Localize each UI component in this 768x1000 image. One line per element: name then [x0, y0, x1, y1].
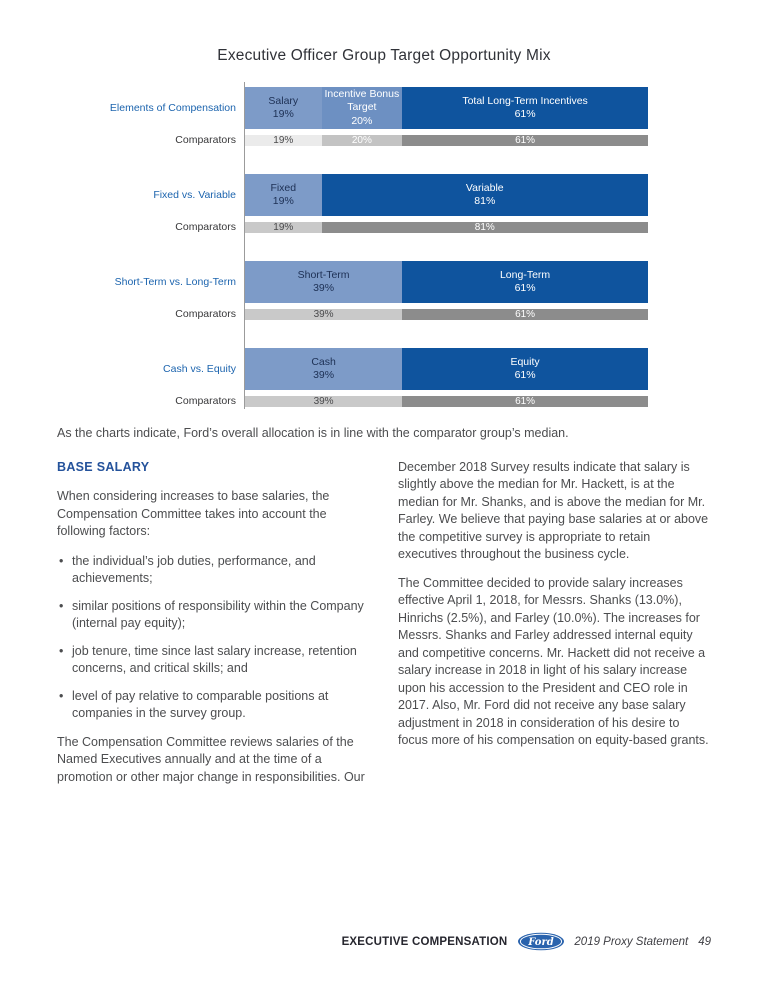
- page-footer: EXECUTIVE COMPENSATION Ford 2019 Proxy S…: [342, 932, 711, 951]
- list-item: the individual’s job duties, performance…: [57, 553, 370, 588]
- group-label: Cash vs. Equity: [163, 363, 236, 376]
- comparator-segment: 39%: [245, 308, 403, 320]
- bar-segment: Fixed 19%: [245, 174, 322, 217]
- chart-group-cash-vs-equity: Cash vs. Equity Cash 39% Equity 61% Comparato…: [57, 348, 657, 407]
- group-label: Short-Term vs. Long-Term: [114, 276, 236, 289]
- comparator-segment: 61%: [402, 395, 648, 407]
- group-label: Fixed vs. Variable: [153, 189, 236, 202]
- comparator-bar: 19% 81%: [245, 221, 648, 233]
- segment-percent: 61%: [514, 108, 536, 120]
- bar-row: Elements of Compensation Salary 19% Incenti…: [57, 87, 657, 129]
- segment-percent: 81%: [474, 195, 496, 208]
- right-column: December 2018 Survey results indicate th…: [398, 459, 711, 798]
- list-item: job tenure, time since last salary incre…: [57, 643, 370, 678]
- chart-group-short-term-vs-long-term: Short-Term vs. Long-Term Short-Term 39% Lon…: [57, 261, 657, 320]
- stacked-bar: Fixed 19% Variable 81%: [245, 174, 648, 217]
- comparator-row: Comparators 19% 20% 61%: [57, 134, 657, 146]
- segment-percent: 61%: [514, 282, 536, 295]
- base-salary-paragraph-1: When considering increases to base salar…: [57, 489, 330, 539]
- footer-statement-label: 2019 Proxy Statement: [574, 935, 689, 948]
- comparator-segment: 61%: [402, 134, 648, 146]
- segment-label: Total Long-Term Incentives: [462, 94, 588, 107]
- base-salary-paragraph-2: The Compensation Committee reviews salar…: [57, 734, 365, 784]
- stacked-bar: Salary 19% Incentive Bonus Target 20% Total …: [245, 87, 648, 129]
- segment-percent: 61%: [514, 369, 536, 382]
- chart-groups: Elements of Compensation Salary 19% Incenti…: [57, 81, 657, 410]
- comparator-segment: 61%: [402, 308, 648, 320]
- segment-label: Equity: [510, 356, 540, 369]
- segment-label: Fixed: [270, 182, 297, 195]
- comparators-label: Comparators: [175, 221, 236, 234]
- chart-group-fixed-vs-variable: Fixed vs. Variable Fixed 19% Variable 81% Com…: [57, 174, 657, 233]
- comparator-segment: 81%: [321, 221, 648, 233]
- bar-row: Cash vs. Equity Cash 39% Equity 61%: [57, 348, 657, 391]
- bar-segment: Short-Term 39%: [245, 261, 403, 304]
- comparator-segment: 19%: [245, 221, 322, 233]
- chart-summary-paragraph: As the charts indicate, Ford’s overall a…: [57, 426, 569, 441]
- svg-text:Ford: Ford: [528, 937, 554, 948]
- segment-percent: 19%: [272, 108, 294, 120]
- segment-label: Short-Term: [297, 269, 350, 282]
- stacked-bar: Short-Term 39% Long-Term 61%: [245, 261, 648, 304]
- page-title: Executive Officer Group Target Opportuni…: [217, 47, 551, 64]
- segment-percent: 39%: [313, 369, 335, 382]
- base-salary-heading: BASE SALARY: [57, 459, 150, 474]
- salary-increases-paragraph: The Committee decided to provide salary …: [398, 575, 709, 748]
- ford-logo-icon: Ford: [518, 932, 565, 951]
- bar-row: Short-Term vs. Long-Term Short-Term 39% Lon…: [57, 261, 657, 304]
- segment-label: Variable: [465, 182, 504, 195]
- comparators-label: Comparators: [175, 134, 236, 146]
- comparator-row: Comparators 39% 61%: [57, 308, 657, 320]
- bar-segment: Equity 61%: [402, 348, 648, 391]
- segment-percent: 20%: [351, 114, 373, 127]
- bar-segment: Cash 39%: [245, 348, 403, 391]
- segment-label: Long-Term: [499, 269, 551, 282]
- comparator-bar: 19% 20% 61%: [245, 134, 648, 146]
- stacked-bar: Cash 39% Equity 61%: [245, 348, 648, 391]
- comparator-bar: 39% 61%: [245, 395, 648, 407]
- comparator-row: Comparators 19% 81%: [57, 221, 657, 233]
- bar-row: Fixed vs. Variable Fixed 19% Variable 81%: [57, 174, 657, 217]
- segment-percent: 39%: [313, 282, 335, 295]
- footer-page-number: 49: [698, 935, 711, 948]
- survey-results-paragraph: December 2018 Survey results indicate th…: [398, 459, 709, 562]
- comparator-bar: 39% 61%: [245, 308, 648, 320]
- comparator-row: Comparators 39% 61%: [57, 395, 657, 407]
- list-item: level of pay relative to comparable posi…: [57, 688, 370, 723]
- bar-segment: Incentive Bonus Target 20%: [321, 87, 403, 129]
- comparator-segment: 20%: [321, 134, 403, 146]
- comparators-label: Comparators: [175, 395, 236, 408]
- bar-segment: Salary 19%: [245, 87, 322, 129]
- list-item: similar positions of responsibility with…: [57, 598, 370, 633]
- two-column-layout: BASE SALARY When considering increases t…: [57, 459, 711, 798]
- opportunity-mix-chart: Elements of Compensation Salary 19% Incenti…: [57, 81, 657, 410]
- bar-segment: Total Long-Term Incentives 61%: [402, 87, 648, 129]
- segment-percent: 19%: [272, 195, 294, 208]
- chart-group-elements-of-compensation: Elements of Compensation Salary 19% Incenti…: [57, 87, 657, 146]
- segment-label: Cash: [311, 356, 336, 369]
- body-text: As the charts indicate, Ford’s overall a…: [57, 425, 711, 797]
- base-salary-factors-list: the individual’s job duties, performance…: [57, 553, 370, 723]
- segment-label: Salary: [268, 94, 299, 107]
- comparator-segment: 39%: [245, 395, 403, 407]
- bar-segment: Long-Term 61%: [402, 261, 648, 304]
- comparator-segment: 19%: [245, 134, 322, 146]
- bar-segment: Variable 81%: [321, 174, 648, 217]
- comparators-label: Comparators: [175, 308, 236, 321]
- segment-label: Incentive Bonus Target: [324, 88, 400, 114]
- footer-section-label: EXECUTIVE COMPENSATION: [341, 935, 508, 948]
- group-label: Elements of Compensation: [109, 101, 236, 114]
- left-column: BASE SALARY When considering increases t…: [57, 459, 370, 798]
